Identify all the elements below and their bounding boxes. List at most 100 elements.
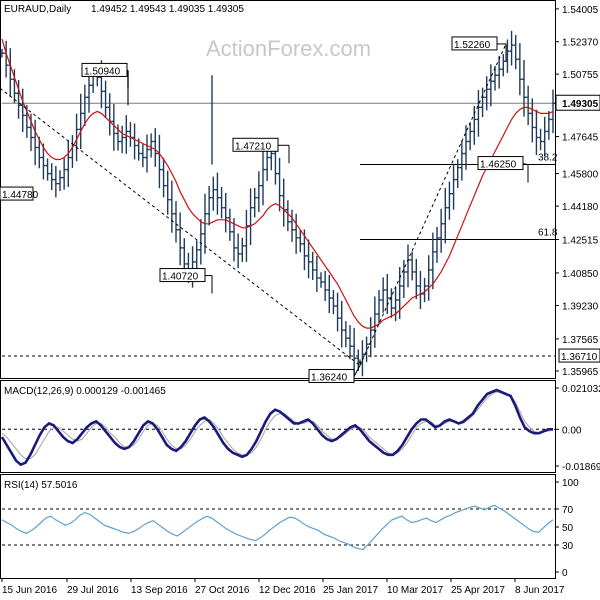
price-bar xyxy=(310,251,315,280)
label-box xyxy=(0,186,34,201)
price-bar xyxy=(385,274,390,315)
price-bar xyxy=(223,193,228,233)
price-bar xyxy=(45,158,50,181)
price-label-1.36240: 1.36240 xyxy=(308,359,361,383)
price-bar xyxy=(20,88,25,133)
price-bar xyxy=(252,187,257,218)
label-text: 1.46250 xyxy=(480,160,517,171)
macd-y-axis: 0.021032 0.00 -0.018699 xyxy=(555,384,600,473)
price-bar xyxy=(410,251,415,281)
price-bar xyxy=(285,200,290,232)
price-bar xyxy=(298,229,303,253)
price-bar xyxy=(165,170,170,215)
price-bar xyxy=(455,159,460,189)
label-box xyxy=(81,62,128,77)
y-tick-label: 1.42515 xyxy=(562,236,599,247)
rsi-y-axis: 100 70 50 30 0 xyxy=(555,478,579,579)
price-bar xyxy=(339,300,344,348)
macd-title: MACD(12,26,9) 0.000129 -0.001465 xyxy=(4,386,166,397)
price-bar xyxy=(107,93,112,136)
price-bar xyxy=(360,340,365,377)
x-tick-label: 29 Jul 2016 xyxy=(67,585,119,596)
price-bar xyxy=(459,140,464,181)
price-bar xyxy=(178,212,183,266)
price-bar xyxy=(422,277,427,303)
current-price-label: 1.49305 xyxy=(562,99,599,110)
price-bar xyxy=(33,119,38,166)
rsi-panel-frame xyxy=(0,474,556,579)
macd-tick-label: -0.018699 xyxy=(562,462,600,473)
price-bar xyxy=(281,178,286,227)
rsi-tick-label: 30 xyxy=(562,541,574,552)
price-bar xyxy=(435,226,439,263)
x-tick-label: 15 Jun 2016 xyxy=(2,585,57,596)
y-tick-label: 1.44180 xyxy=(562,202,599,213)
price-bar xyxy=(381,277,386,313)
price-bar xyxy=(103,80,108,119)
price-bar xyxy=(182,238,187,274)
label-text: 1.47210 xyxy=(235,141,272,152)
price-bar xyxy=(145,134,149,173)
price-bar xyxy=(236,233,241,269)
price-bar xyxy=(493,65,497,91)
price-bar xyxy=(256,171,261,213)
price-bar xyxy=(335,292,340,332)
price-bar xyxy=(215,172,220,215)
price-bar xyxy=(128,122,133,147)
macd-lines xyxy=(0,388,555,467)
x-tick-label: 12 Dec 2016 xyxy=(259,585,316,596)
label-leader xyxy=(353,365,361,377)
price-bar xyxy=(74,113,79,162)
current-price-box xyxy=(555,94,600,111)
price-bar xyxy=(538,128,543,151)
price-label-1.40720: 1.40720 xyxy=(159,268,213,294)
price-bar xyxy=(261,149,265,206)
price-bar xyxy=(124,115,129,154)
label-text: 1.44780 xyxy=(2,190,39,201)
rsi-tick-label: 100 xyxy=(562,478,579,489)
price-bar xyxy=(418,270,423,310)
price-bar xyxy=(248,188,253,246)
price-bar xyxy=(219,186,224,219)
price-bar xyxy=(484,76,489,111)
rsi-lines xyxy=(1,504,555,551)
price-bar xyxy=(468,122,473,151)
label-box xyxy=(558,348,600,363)
price-bar xyxy=(497,55,502,89)
y-tick-label: 1.52370 xyxy=(562,38,599,49)
main-y-axis: 1.54005 1.52370 1.50755 1.49305 1.47645 1.458… xyxy=(555,5,600,378)
trend-lines xyxy=(0,43,507,366)
price-bar xyxy=(41,143,46,180)
price-bar xyxy=(0,48,4,58)
price-bar xyxy=(439,208,444,253)
x-tick-label: 13 Sep 2016 xyxy=(131,585,188,596)
label-text: 1.36710 xyxy=(561,352,598,363)
price-bar xyxy=(364,336,369,362)
chart-ohlc: 1.49452 1.49543 1.49035 1.49305 xyxy=(91,4,244,15)
price-bar xyxy=(157,134,162,189)
falling-trend-line xyxy=(0,87,361,366)
price-bar xyxy=(501,54,506,77)
price-bar xyxy=(49,163,54,190)
price-bar xyxy=(161,157,166,198)
price-label-1.52260: 1.52260 xyxy=(451,36,507,62)
price-bar xyxy=(82,84,87,127)
label-leader xyxy=(522,163,529,166)
rsi-title: RSI(14) 57.5016 xyxy=(4,480,78,491)
price-bar xyxy=(406,244,410,288)
macd-signal-line xyxy=(1,391,554,460)
price-bar xyxy=(323,270,328,302)
label-text: 1.36240 xyxy=(311,372,348,383)
price-labels: 1.50940 1.44780 1.47210 1.40720 1.36240 1.522… xyxy=(0,36,600,383)
price-bar xyxy=(207,185,212,226)
price-bar xyxy=(140,143,145,168)
price-bar xyxy=(198,219,203,265)
price-bar xyxy=(352,327,357,377)
price-bar xyxy=(62,157,67,190)
price-bar xyxy=(542,116,547,157)
label-text: 1.40720 xyxy=(162,272,199,283)
price-bar xyxy=(58,170,62,192)
price-bar xyxy=(414,258,419,300)
